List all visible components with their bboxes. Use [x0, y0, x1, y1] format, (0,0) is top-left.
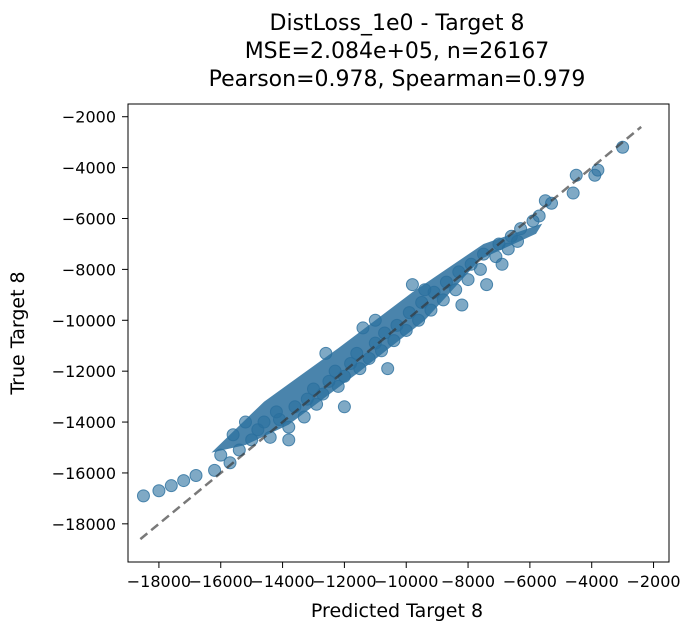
data-point — [337, 400, 351, 414]
y-tick-label: −16000 — [52, 464, 116, 483]
y-tick-label: −10000 — [52, 311, 116, 330]
data-point — [399, 323, 413, 337]
data-point — [405, 278, 419, 292]
chart-title-line-1: DistLoss_1e0 - Target 8 — [270, 11, 525, 36]
data-point — [177, 474, 191, 488]
data-point — [316, 387, 330, 401]
y-tick-label: −12000 — [52, 362, 116, 381]
x-tick-label: −2000 — [626, 572, 680, 591]
data-point — [449, 283, 463, 297]
reference-line — [139, 125, 642, 541]
x-tick-label: −14000 — [250, 572, 314, 591]
data-point — [511, 234, 525, 248]
data-point — [532, 209, 546, 223]
y-axis-label: True Target 8 — [7, 271, 29, 395]
x-tick-label: −18000 — [127, 572, 191, 591]
data-point — [368, 313, 382, 327]
data-point — [245, 433, 259, 447]
data-point — [473, 262, 487, 276]
chart-title-line-2: MSE=2.084e+05, n=26167 — [245, 39, 550, 64]
y-tick-label: −6000 — [62, 210, 116, 229]
data-point — [232, 443, 246, 457]
data-point — [514, 222, 528, 236]
data-point — [424, 303, 438, 317]
data-point — [189, 468, 203, 482]
data-point — [263, 430, 277, 444]
data-point — [319, 346, 333, 360]
data-point — [591, 163, 605, 177]
x-tick-label: −8000 — [441, 572, 495, 591]
data-point — [461, 273, 475, 287]
data-point — [545, 196, 559, 210]
data-point — [223, 456, 237, 470]
data-point — [164, 479, 178, 493]
data-point — [310, 397, 324, 411]
y-tick-label: −18000 — [52, 515, 116, 534]
data-point — [353, 362, 367, 376]
data-point — [257, 415, 271, 429]
data-point — [374, 344, 388, 358]
data-point — [136, 489, 150, 503]
data-point — [226, 428, 240, 442]
data-point — [331, 379, 345, 393]
chart-title-line-3: Pearson=0.978, Spearman=0.979 — [209, 67, 586, 92]
data-point — [477, 247, 491, 261]
data-point — [418, 283, 432, 297]
x-tick-label: −6000 — [503, 572, 557, 591]
data-point — [238, 415, 252, 429]
data-point — [480, 278, 494, 292]
data-points — [136, 140, 630, 503]
x-tick-label: −10000 — [374, 572, 438, 591]
chart-title: DistLoss_1e0 - Target 8 MSE=2.084e+05, n… — [209, 11, 586, 92]
plot-area-frame — [127, 103, 670, 563]
data-point — [337, 369, 351, 383]
data-point — [381, 362, 395, 376]
data-point — [282, 420, 296, 434]
y-tick-label: −4000 — [62, 159, 116, 178]
y-tick-label: −14000 — [52, 413, 116, 432]
data-point — [282, 433, 296, 447]
data-point — [412, 313, 426, 327]
data-point — [566, 186, 580, 200]
y-tick-label: −2000 — [62, 108, 116, 127]
x-tick-label: −16000 — [189, 572, 253, 591]
data-point — [350, 346, 364, 360]
data-point — [362, 351, 376, 365]
data-point — [495, 257, 509, 271]
data-point — [214, 448, 228, 462]
x-axis-label: Predicted Target 8 — [311, 600, 483, 622]
data-point — [356, 321, 370, 335]
data-point — [152, 484, 166, 498]
x-tick-label: −12000 — [312, 572, 376, 591]
y-tick-label: −8000 — [62, 260, 116, 279]
data-point — [387, 334, 401, 348]
data-point — [208, 463, 222, 477]
x-axis-ticks: −18000−16000−14000−12000−10000 −8000 −6000… — [127, 562, 681, 591]
data-point — [455, 298, 469, 312]
data-point — [269, 405, 283, 419]
data-point — [436, 293, 450, 307]
data-point — [297, 410, 311, 424]
y-axis-ticks: −18000 −16000 −14000 −12000 −10000 −8000 −6000… — [52, 108, 128, 534]
x-tick-label: −4000 — [565, 572, 619, 591]
data-point — [501, 242, 515, 256]
